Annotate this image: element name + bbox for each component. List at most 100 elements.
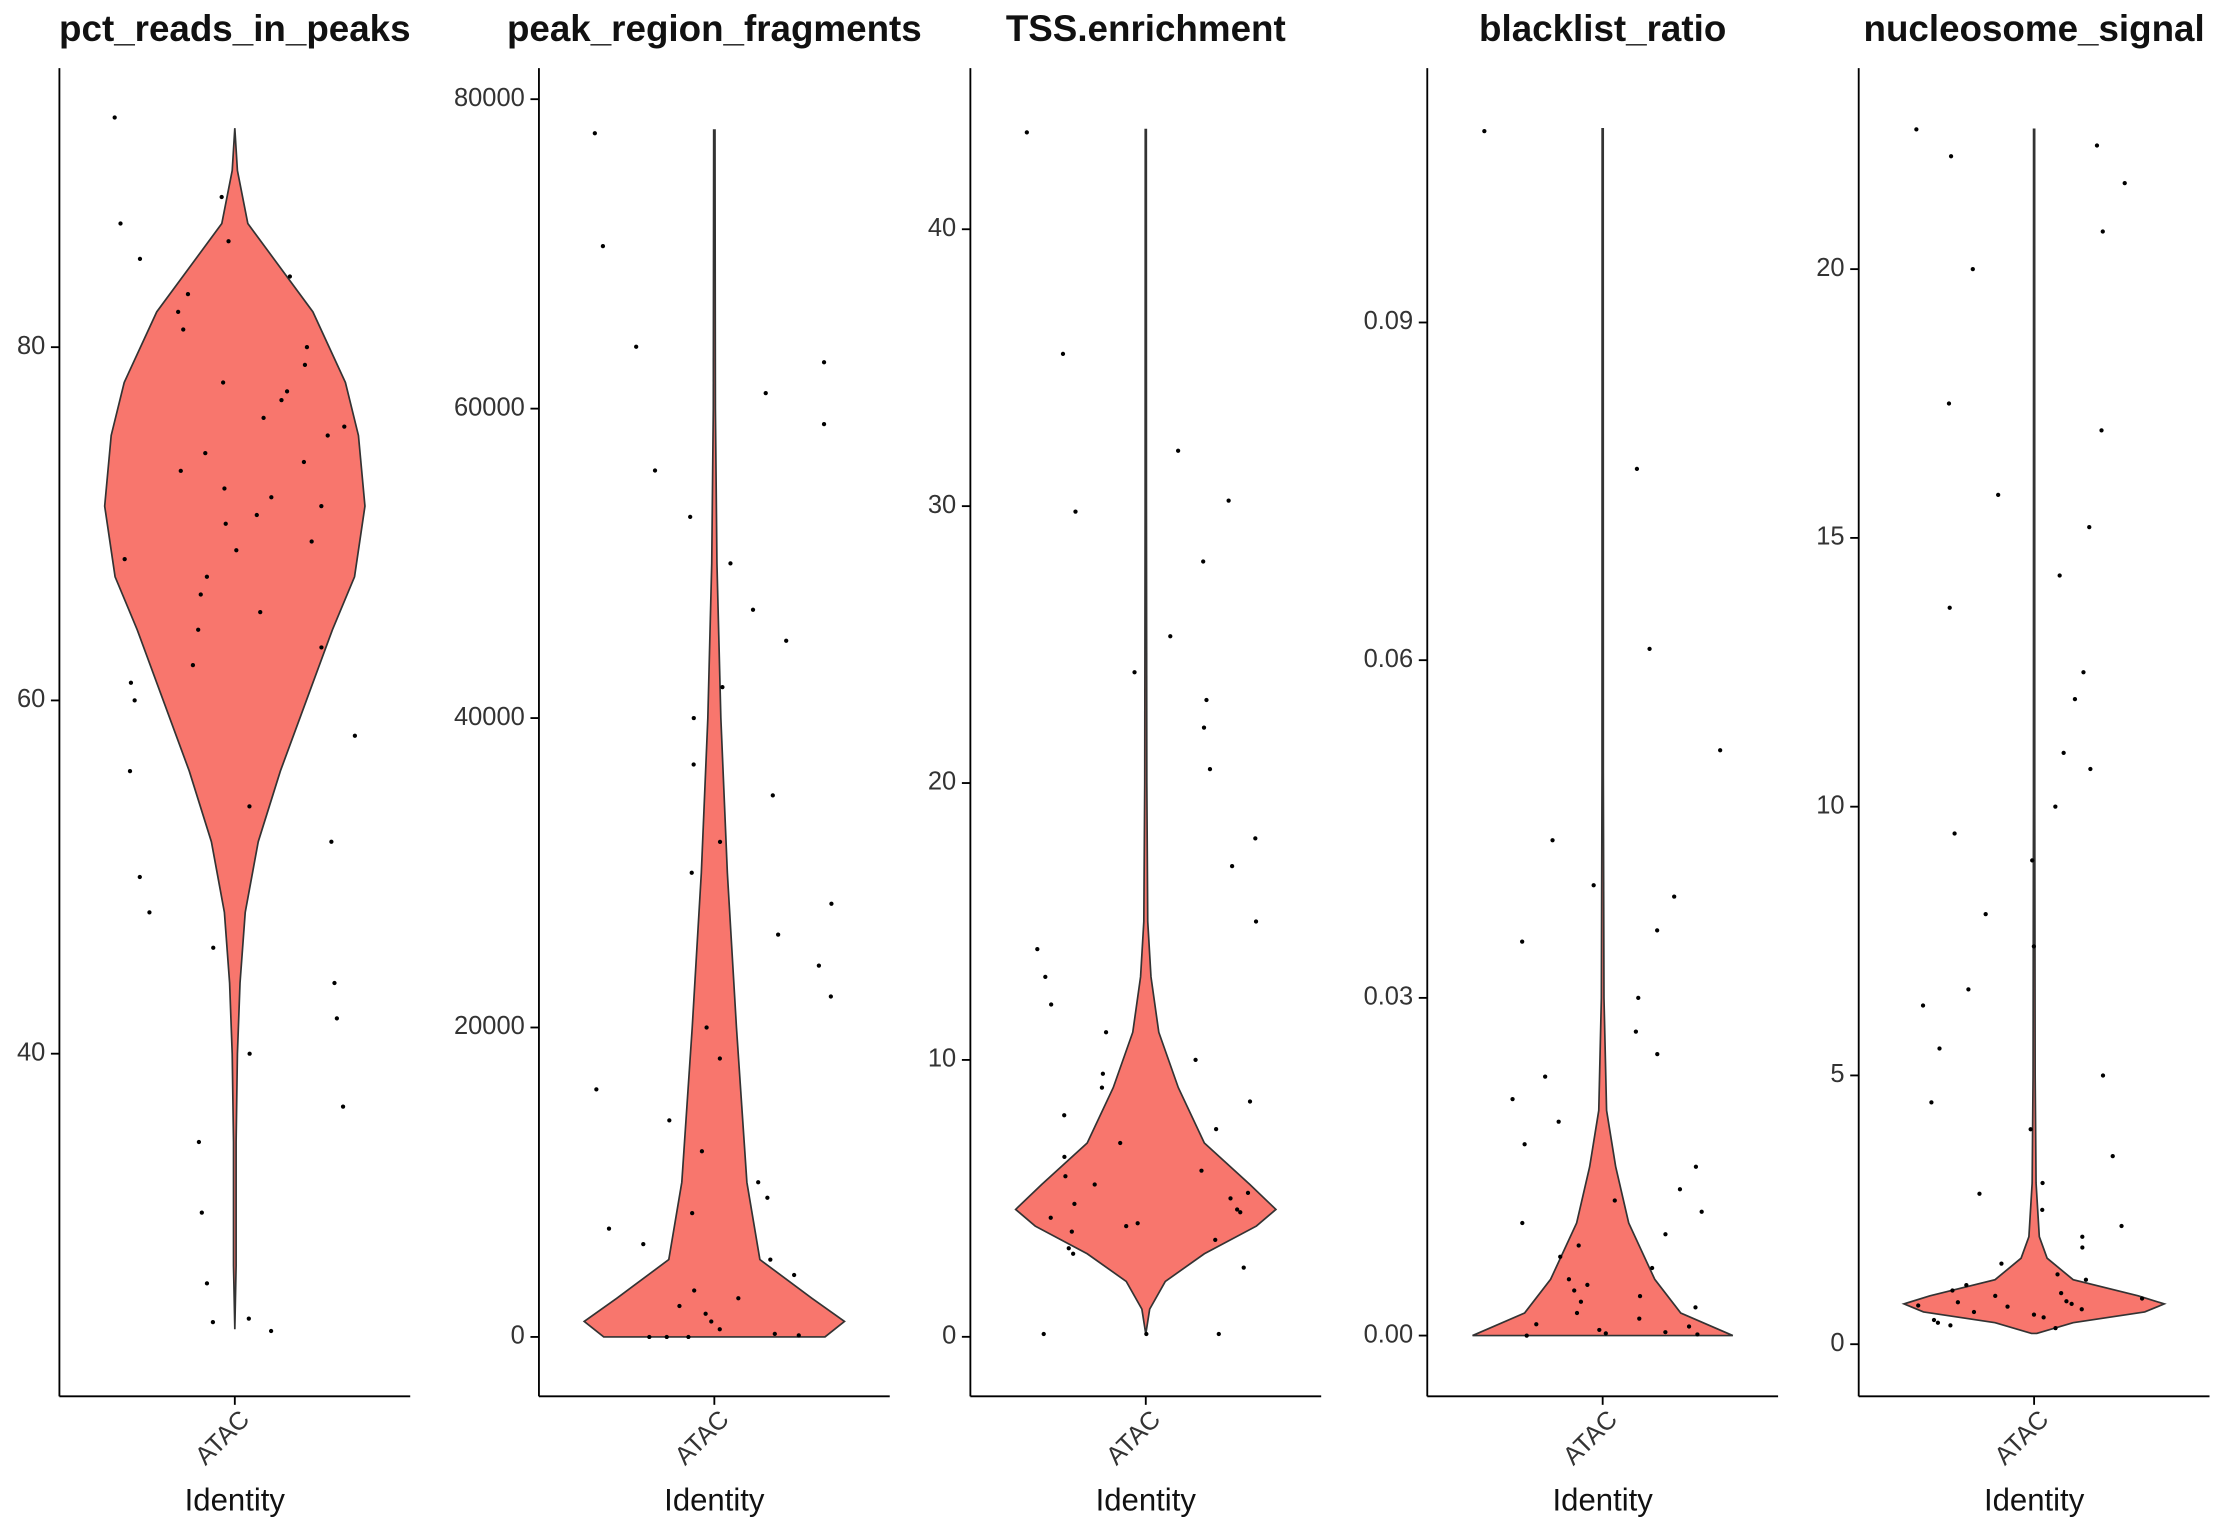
data-point: [1948, 154, 1954, 159]
data-point: [1950, 1288, 1955, 1293]
data-point: [219, 194, 224, 200]
data-point: [641, 1241, 646, 1247]
data-point: [728, 561, 733, 566]
data-point: [204, 574, 210, 579]
data-point: [1193, 1057, 1198, 1063]
data-point: [185, 292, 191, 297]
data-point: [1253, 919, 1259, 924]
data-point: [1144, 1331, 1149, 1337]
data-point: [325, 433, 330, 438]
data-point: [1132, 670, 1137, 675]
data-point: [703, 1311, 708, 1316]
violin-body: [582, 129, 846, 1338]
data-point: [1072, 1201, 1077, 1207]
data-point: [1955, 1300, 1961, 1305]
data-point: [2099, 428, 2104, 433]
violin-body: [1472, 128, 1734, 1337]
data-point: [118, 221, 123, 226]
data-point: [1024, 130, 1029, 135]
data-point: [792, 1272, 797, 1278]
data-point: [1510, 1097, 1515, 1102]
data-point: [1931, 1317, 1937, 1323]
data-point: [1550, 838, 1555, 843]
data-point: [1993, 1293, 1998, 1298]
data-point: [2059, 1291, 2064, 1296]
data-point: [1543, 1074, 1548, 1079]
data-point: [137, 256, 143, 261]
data-point: [1948, 1323, 1953, 1328]
data-point: [1663, 1232, 1668, 1237]
violin-body: [1014, 128, 1278, 1335]
data-point: [692, 1288, 697, 1293]
data-point: [1066, 1246, 1071, 1251]
data-point: [1663, 1330, 1668, 1335]
data-point: [1041, 1331, 1046, 1337]
data-point: [2080, 1245, 2085, 1250]
violin-body: [103, 128, 366, 1330]
data-point: [1073, 509, 1078, 514]
data-point: [2069, 1301, 2074, 1307]
data-point: [1556, 1119, 1561, 1124]
panel-title: blacklist_ratio: [1479, 8, 1726, 49]
data-point: [592, 131, 597, 136]
data-point: [1914, 127, 1919, 132]
data-point: [770, 793, 775, 798]
data-point: [765, 1195, 770, 1200]
y-tick-label: 20: [1816, 254, 1844, 282]
x-axis-label: Identity: [664, 1483, 765, 1518]
data-point: [1572, 1288, 1577, 1293]
data-point: [1060, 351, 1066, 356]
y-tick-label: 5: [1830, 1060, 1844, 1088]
data-point: [1204, 697, 1209, 703]
data-point: [1135, 1221, 1140, 1226]
y-tick-label: 30: [928, 491, 956, 519]
data-point: [821, 421, 827, 427]
data-point: [1977, 1191, 1982, 1196]
data-point: [309, 539, 314, 544]
y-tick-label: 40000: [454, 703, 525, 731]
data-point: [190, 662, 196, 668]
data-point: [1655, 928, 1660, 933]
data-point: [247, 1051, 252, 1056]
x-tick-label: ATAC: [670, 1405, 735, 1470]
data-point: [1576, 1243, 1581, 1248]
data-point: [1207, 767, 1213, 772]
data-point: [127, 768, 133, 774]
data-point: [1201, 725, 1207, 730]
data-point: [1916, 1303, 1921, 1308]
data-point: [1591, 883, 1596, 888]
panel-title: TSS.enrichment: [1006, 8, 1286, 49]
data-point: [1241, 1265, 1246, 1270]
y-tick-label: 60000: [454, 393, 525, 421]
data-point: [268, 1328, 274, 1334]
data-point: [1633, 1029, 1639, 1034]
data-point: [203, 451, 208, 456]
data-point: [1482, 129, 1487, 134]
data-point: [132, 698, 137, 703]
data-point: [1558, 1254, 1563, 1259]
data-point: [181, 327, 186, 332]
data-point: [1970, 267, 1975, 272]
data-point: [756, 1180, 761, 1185]
data-point: [1229, 863, 1235, 869]
data-point: [1699, 1209, 1704, 1214]
data-point: [1049, 1002, 1054, 1007]
data-point: [1118, 1140, 1123, 1146]
data-point: [332, 980, 337, 986]
panel-title: nucleosome_signal: [1864, 8, 2205, 49]
x-axis-label: Identity: [185, 1483, 286, 1518]
data-point: [768, 1257, 773, 1262]
y-tick-label: 10: [1816, 791, 1844, 819]
data-point: [1937, 1046, 1942, 1051]
data-point: [246, 1316, 251, 1321]
data-point: [2122, 181, 2127, 186]
data-point: [2040, 1207, 2045, 1212]
data-point: [1946, 401, 1952, 406]
data-point: [2061, 750, 2066, 756]
data-point: [606, 1226, 612, 1231]
data-point: [717, 1056, 722, 1061]
data-point: [1718, 748, 1723, 753]
data-point: [652, 468, 658, 473]
data-point: [234, 548, 239, 553]
data-point: [829, 901, 834, 906]
